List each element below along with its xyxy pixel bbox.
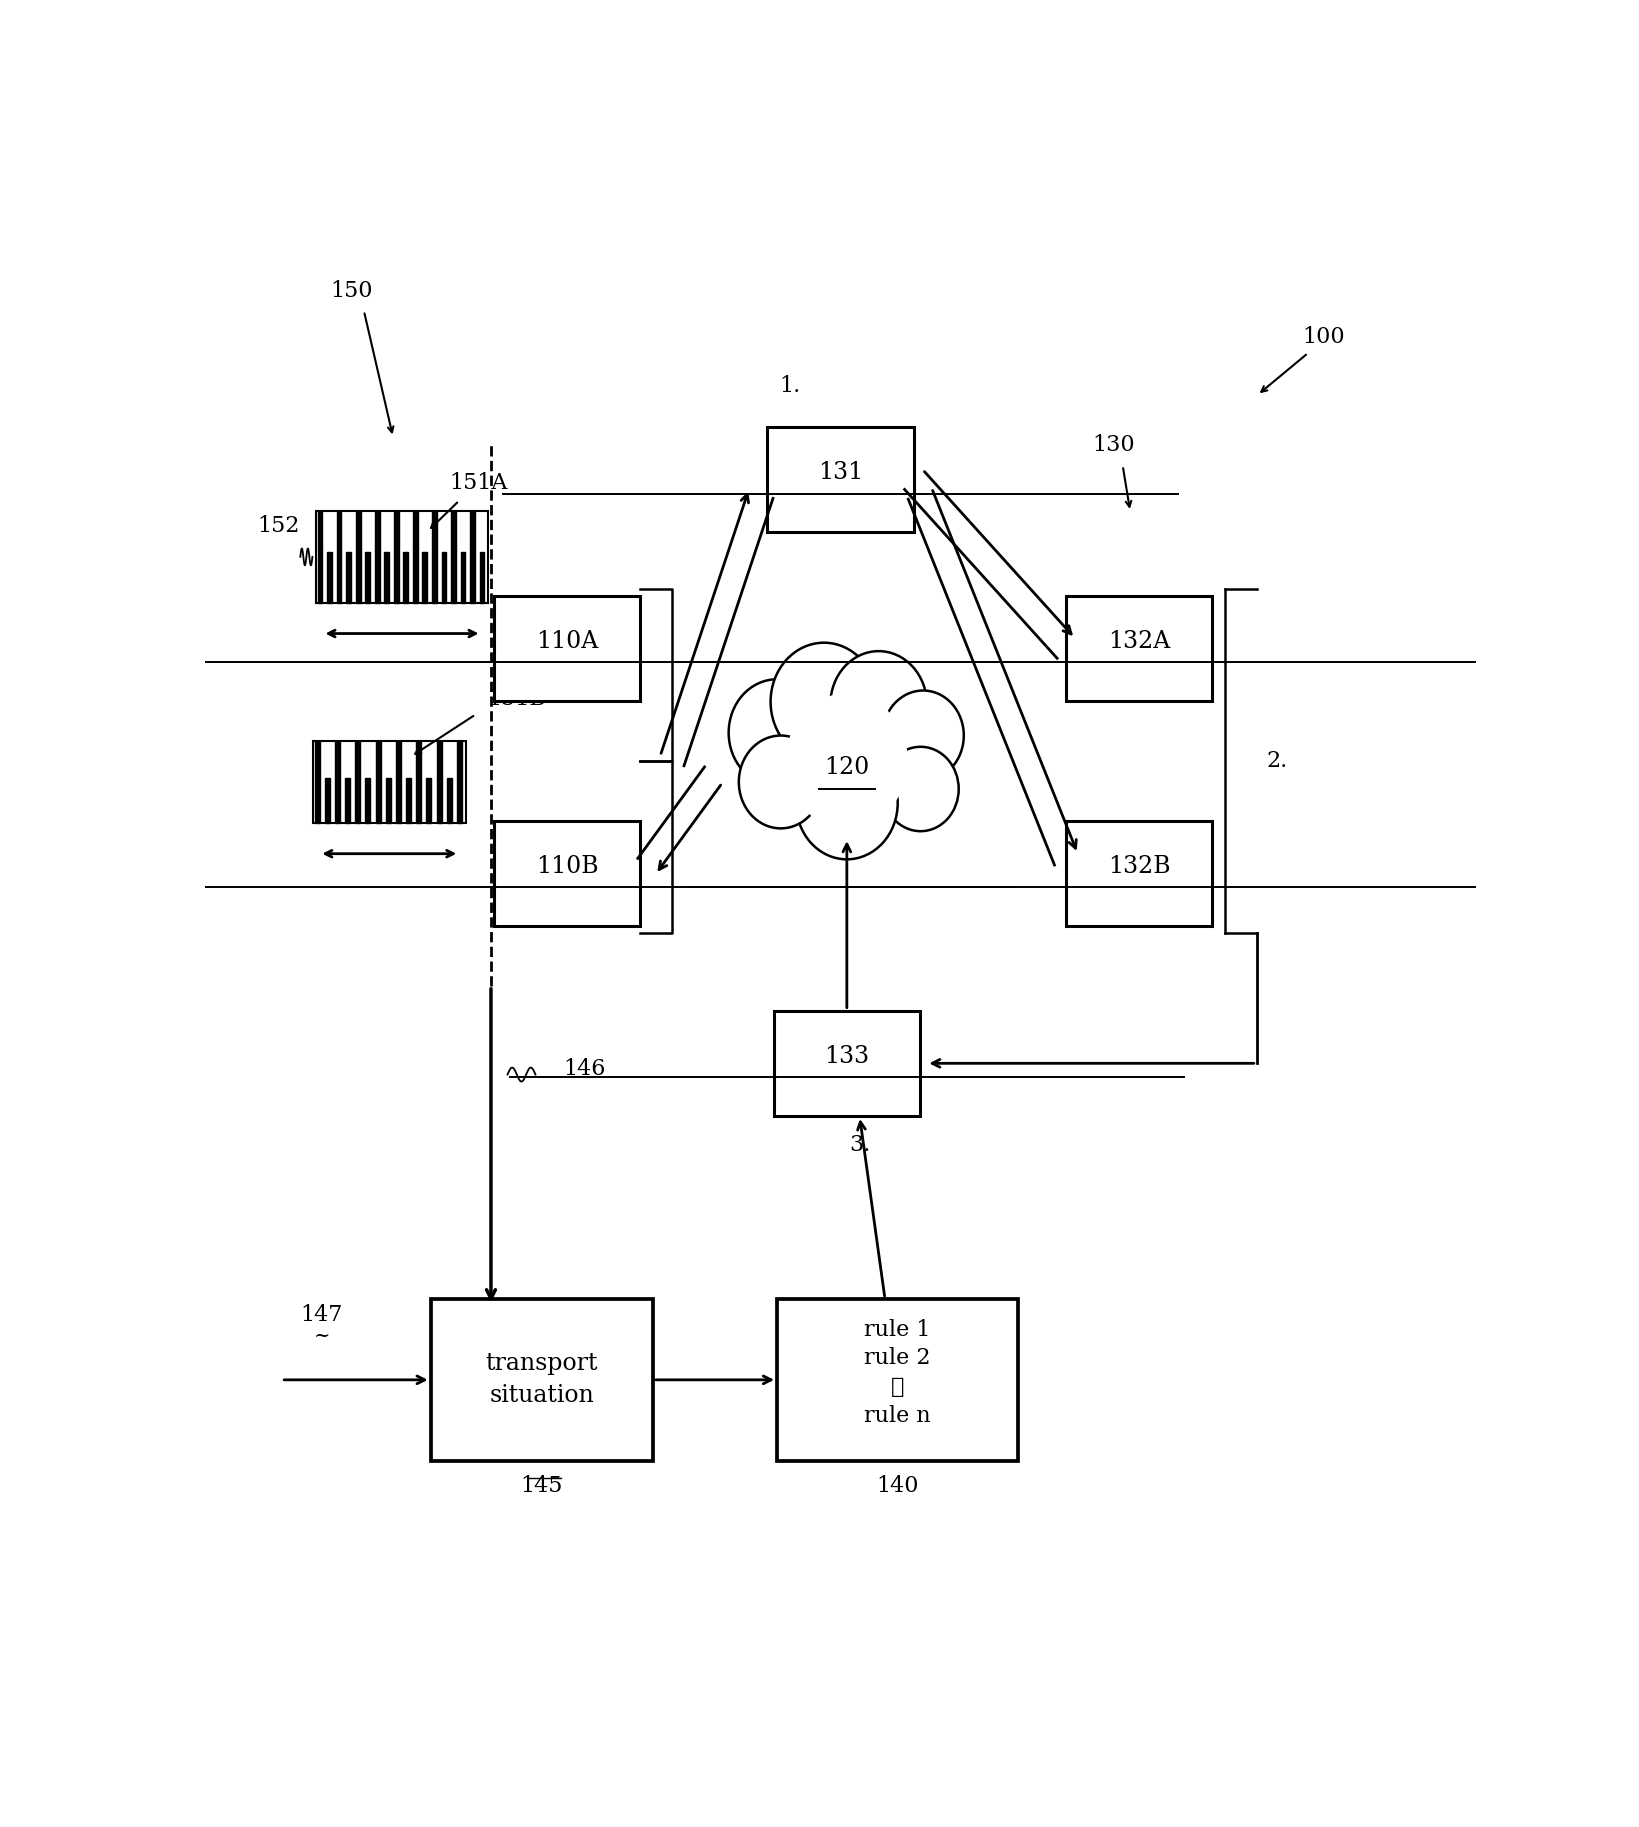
FancyBboxPatch shape	[767, 428, 913, 532]
Bar	[365, 552, 370, 603]
Text: 133: 133	[824, 1045, 869, 1067]
Bar	[365, 778, 370, 822]
Bar	[395, 742, 402, 822]
Text: 147: 147	[300, 1304, 343, 1326]
FancyBboxPatch shape	[493, 596, 639, 702]
Circle shape	[882, 691, 964, 780]
Bar	[451, 512, 456, 603]
Bar	[313, 742, 465, 822]
Text: 2.: 2.	[1267, 749, 1287, 771]
Circle shape	[795, 747, 897, 859]
Bar	[413, 512, 418, 603]
Circle shape	[739, 736, 823, 828]
FancyBboxPatch shape	[777, 1299, 1018, 1462]
Text: 110A: 110A	[536, 630, 598, 652]
Bar	[356, 512, 361, 603]
Bar	[375, 512, 379, 603]
Text: transport
situation: transport situation	[485, 1352, 598, 1407]
Text: 151A: 151A	[449, 473, 506, 495]
Bar	[457, 742, 462, 822]
Text: 132A: 132A	[1108, 630, 1170, 652]
Text: 110B: 110B	[536, 855, 598, 877]
FancyBboxPatch shape	[774, 1010, 919, 1116]
Circle shape	[882, 747, 959, 831]
Circle shape	[770, 643, 877, 760]
Bar	[315, 742, 320, 822]
Text: 150: 150	[329, 280, 372, 301]
Bar	[406, 778, 411, 822]
FancyBboxPatch shape	[431, 1299, 652, 1462]
Bar	[423, 552, 428, 603]
Bar	[344, 778, 351, 822]
FancyBboxPatch shape	[1065, 820, 1211, 926]
Circle shape	[785, 692, 908, 828]
Text: 120: 120	[824, 756, 869, 780]
Bar	[313, 742, 465, 822]
Text: 152: 152	[257, 515, 300, 537]
FancyBboxPatch shape	[493, 820, 639, 926]
Bar	[470, 512, 475, 603]
Bar	[385, 778, 390, 822]
Text: 151B: 151B	[487, 687, 546, 709]
Text: 1.: 1.	[779, 375, 800, 396]
Bar	[403, 552, 408, 603]
Circle shape	[728, 680, 824, 786]
Text: 145: 145	[520, 1474, 562, 1496]
Text: 132B: 132B	[1108, 855, 1170, 877]
Bar	[384, 552, 388, 603]
Text: 130: 130	[1092, 435, 1134, 457]
Bar	[325, 778, 329, 822]
Bar	[479, 552, 484, 603]
Circle shape	[829, 650, 926, 758]
Bar	[375, 742, 380, 822]
Text: 3.: 3.	[849, 1135, 870, 1156]
FancyBboxPatch shape	[1065, 596, 1211, 702]
Bar	[346, 552, 351, 603]
Bar	[316, 512, 487, 603]
Bar	[431, 512, 436, 603]
Bar	[334, 742, 339, 822]
Bar	[326, 552, 331, 603]
Text: 100: 100	[1301, 325, 1344, 347]
Bar	[416, 742, 421, 822]
Text: rule 1
rule 2
⋮
rule n: rule 1 rule 2 ⋮ rule n	[864, 1319, 931, 1427]
Bar	[318, 512, 323, 603]
Bar	[393, 512, 398, 603]
Bar	[441, 552, 446, 603]
Bar	[336, 512, 341, 603]
Text: 146: 146	[564, 1058, 605, 1080]
Text: 140: 140	[875, 1474, 918, 1496]
Bar	[316, 512, 487, 603]
Bar	[356, 742, 361, 822]
Bar	[426, 778, 431, 822]
Bar	[461, 552, 465, 603]
Bar	[436, 742, 441, 822]
Bar	[446, 778, 452, 822]
Text: 131: 131	[818, 460, 862, 484]
Text: ~: ~	[313, 1326, 329, 1345]
